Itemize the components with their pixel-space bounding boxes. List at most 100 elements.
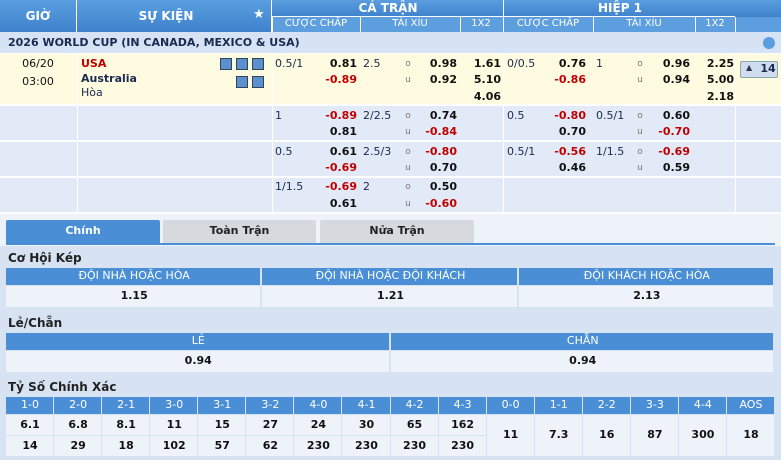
match-icon[interactable] xyxy=(252,58,264,70)
match-icon[interactable] xyxy=(236,76,248,88)
score-odds: 24 xyxy=(310,418,327,431)
score-value-cell xyxy=(54,436,102,456)
table-value-cell xyxy=(6,351,389,372)
score-odds: 30 xyxy=(358,418,375,431)
score-header-cell xyxy=(630,397,678,414)
handicap-home: 0.81 xyxy=(329,57,357,70)
score-header: 4-1 xyxy=(357,398,376,411)
match-icon[interactable] xyxy=(252,76,264,88)
score-value-cell xyxy=(438,436,486,456)
score-odds: 102 xyxy=(162,439,186,452)
handicap-away: 0.46 xyxy=(558,161,586,174)
score-odds: 300 xyxy=(691,428,715,441)
score-header-cell xyxy=(246,397,294,414)
refresh-icon[interactable] xyxy=(763,37,775,49)
table-header: CHẴN xyxy=(566,334,599,347)
score-header-cell xyxy=(438,397,486,414)
tab-label[interactable]: Chính xyxy=(65,224,101,237)
table-value: 0.94 xyxy=(184,354,212,367)
handicap-home: 0.61 xyxy=(329,145,357,158)
under-label: u xyxy=(405,75,411,85)
score-header-cell xyxy=(342,397,390,414)
total-line: 2/2.5 xyxy=(363,109,392,122)
more-markets-button[interactable]: ▲ xyxy=(740,61,778,78)
header-divider xyxy=(593,17,594,32)
score-value-cell xyxy=(342,415,390,435)
score-value-cell xyxy=(54,415,102,435)
score-odds: 15 xyxy=(214,418,230,431)
handicap-away: -0.89 xyxy=(325,73,357,86)
score-odds: 6.1 xyxy=(20,418,40,431)
over-odds: -0.80 xyxy=(425,145,457,158)
table-header: ĐỘI NHÀ HOẶC ĐỘI KHÁCH xyxy=(315,269,466,282)
table-header-cell xyxy=(518,268,773,285)
under-odds: 0.70 xyxy=(429,161,457,174)
score-value-cell xyxy=(534,415,582,456)
score-header-cell xyxy=(534,397,582,414)
handicap-home: 0.76 xyxy=(558,57,586,70)
draw-label: Hòa xyxy=(81,86,103,99)
score-odds: 62 xyxy=(262,439,278,452)
score-header: 1-1 xyxy=(549,398,568,411)
total-line: 1/1.5 xyxy=(596,145,625,158)
tab[interactable] xyxy=(163,220,316,243)
table-value: 0.94 xyxy=(569,354,597,367)
header-divider xyxy=(503,0,504,17)
score-odds: 8.1 xyxy=(116,418,136,431)
header-divider xyxy=(272,16,735,17)
score-header: 1-0 xyxy=(21,398,40,411)
column-header: 1X2 xyxy=(471,18,491,29)
score-odds: 14 xyxy=(22,439,38,452)
over-label: o xyxy=(405,147,411,157)
table-value: 2.13 xyxy=(633,289,661,302)
score-odds: 7.3 xyxy=(548,428,569,441)
score-header-cell xyxy=(390,397,438,414)
score-header-cell xyxy=(294,397,342,414)
tab-label[interactable]: Nửa Trận xyxy=(369,224,425,237)
header-divider xyxy=(272,17,273,32)
score-header-cell xyxy=(6,397,54,414)
handicap-line: 0.5/1 xyxy=(275,57,304,70)
tab[interactable] xyxy=(6,220,160,243)
score-header-cell xyxy=(678,397,726,414)
match-icon[interactable] xyxy=(236,58,248,70)
total-line: 2.5 xyxy=(363,57,381,70)
time-header-label: GIỜ xyxy=(25,9,51,23)
handicap-home: -0.89 xyxy=(325,109,357,122)
under-label: u xyxy=(405,127,411,137)
favorite-star[interactable]: ★ xyxy=(253,7,265,22)
header-divider xyxy=(460,17,461,32)
more-markets-count[interactable]: 14 xyxy=(760,62,776,75)
tab[interactable] xyxy=(320,220,474,243)
over-odds: 0.74 xyxy=(429,109,457,122)
odds-row xyxy=(0,142,781,178)
handicap-away: -0.69 xyxy=(325,161,357,174)
cell-divider xyxy=(503,106,504,142)
under-odds: -0.84 xyxy=(425,125,457,138)
score-header: 3-1 xyxy=(213,398,232,411)
cell-divider xyxy=(735,142,736,178)
score-odds: 11 xyxy=(503,428,519,441)
score-header: 3-3 xyxy=(645,398,664,411)
league-name: 2026 WORLD CUP (IN CANADA, MEXICO & USA) xyxy=(8,36,300,49)
first-half-header: HIỆP 1 xyxy=(597,1,643,15)
handicap-home: -0.80 xyxy=(554,109,586,122)
under-odds: -0.60 xyxy=(425,197,457,210)
match-icon[interactable] xyxy=(220,58,232,70)
cell-divider xyxy=(503,142,504,178)
handicap-home: -0.56 xyxy=(554,145,586,158)
score-value-cell xyxy=(102,436,150,456)
table-value: 1.15 xyxy=(120,289,148,302)
column-header: TÀI XỈU xyxy=(626,18,662,29)
header-divider xyxy=(503,17,504,32)
score-odds: 11 xyxy=(166,418,182,431)
section-title: Tỷ Số Chính Xác xyxy=(8,380,117,394)
section-title: Cơ Hội Kép xyxy=(8,251,82,265)
score-value-cell xyxy=(726,415,774,456)
score-header: 2-0 xyxy=(69,398,88,411)
total-line: 2 xyxy=(363,180,370,193)
cell-divider xyxy=(503,54,504,106)
handicap-away: 0.61 xyxy=(329,197,357,210)
under-odds: 0.59 xyxy=(662,161,690,174)
tab-label[interactable]: Toàn Trận xyxy=(209,224,270,237)
